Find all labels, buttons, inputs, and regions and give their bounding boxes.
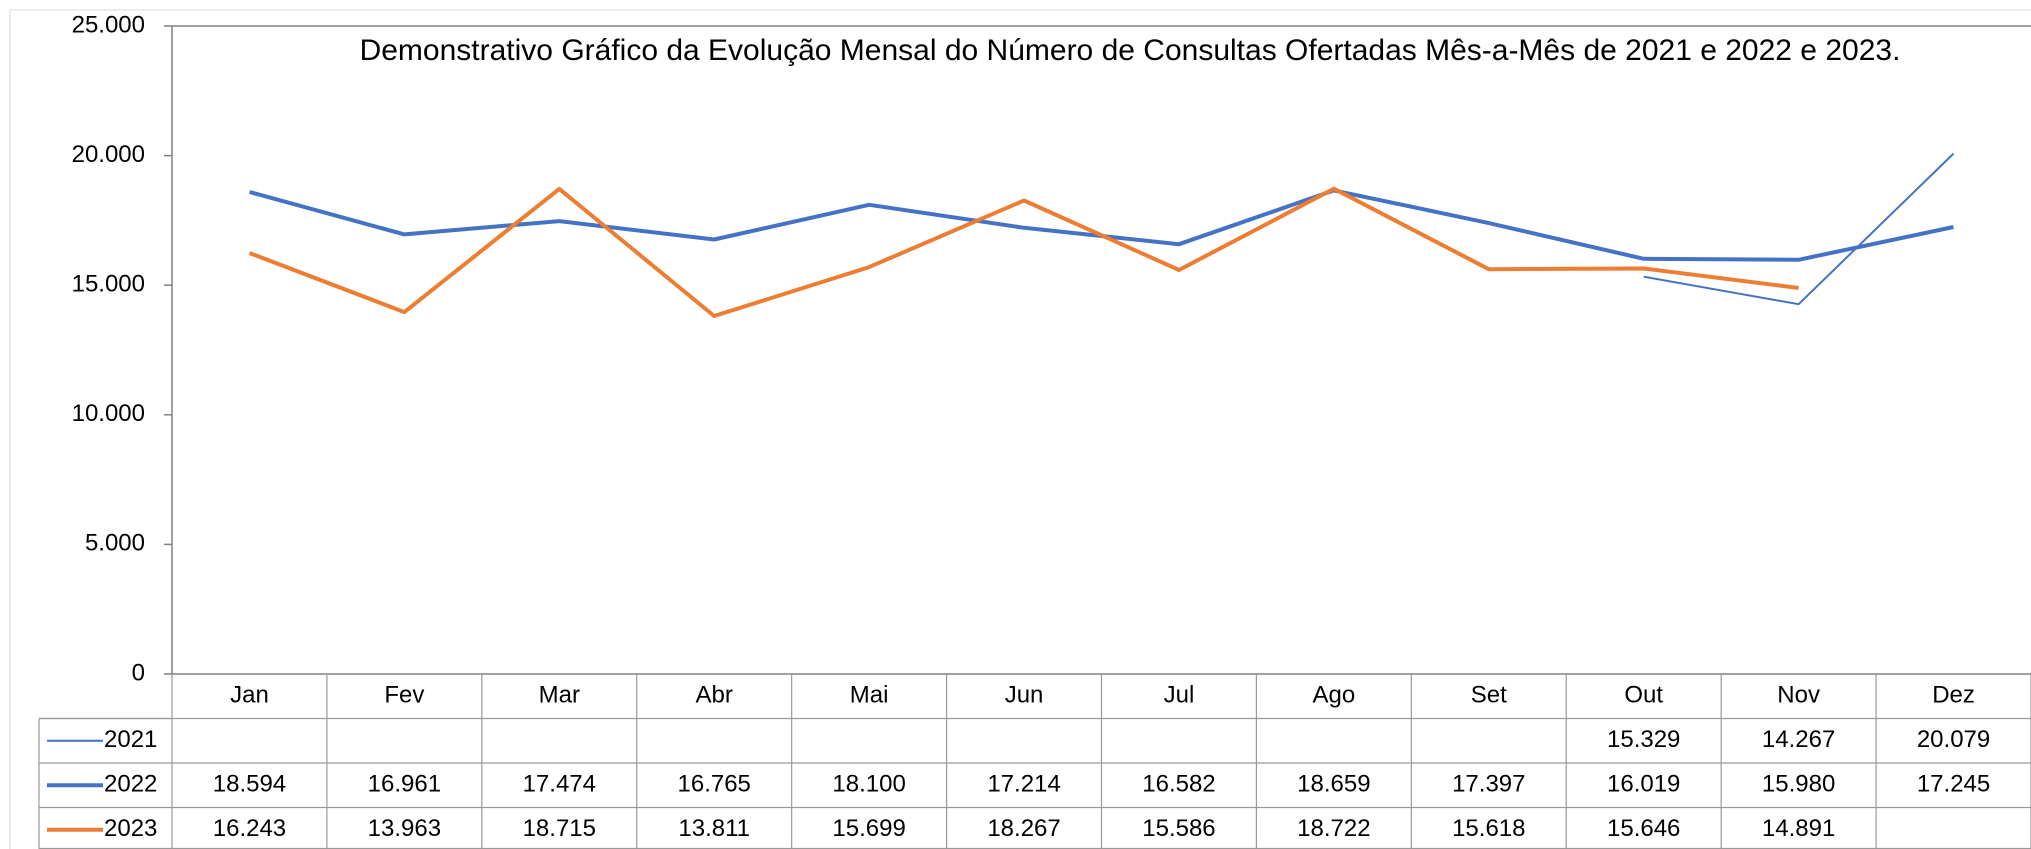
x-tick-label: Ago	[1313, 682, 1356, 709]
table-value: 17.474	[523, 771, 596, 798]
series-line	[248, 188, 1954, 262]
x-tick-label: Mar	[539, 682, 580, 709]
table-value: 18.100	[832, 771, 905, 798]
y-tick-label: 20.000	[72, 141, 145, 168]
table-value: 17.214	[987, 771, 1060, 798]
chart-frame	[9, 9, 2031, 849]
y-tick-label: 15.000	[72, 271, 145, 298]
table-value: 18.267	[987, 815, 1060, 842]
legend-label: 2022	[104, 771, 157, 798]
series-line	[248, 186, 1799, 318]
chart-title: Demonstrativo Gráfico da Evolução Mensal…	[359, 34, 1901, 67]
table-value: 17.245	[1917, 771, 1990, 798]
x-tick-label: Abr	[696, 682, 733, 709]
x-tick-label: Mai	[850, 682, 889, 709]
table-value: 15.329	[1607, 726, 1680, 753]
x-tick-label: Jul	[1164, 682, 1195, 709]
table-value: 13.963	[368, 815, 441, 842]
y-tick-label: 5.000	[85, 530, 145, 557]
table-value: 16.582	[1142, 771, 1215, 798]
table-value: 18.659	[1297, 771, 1370, 798]
y-tick-label: 0	[132, 659, 145, 686]
table-value: 15.646	[1607, 815, 1680, 842]
x-tick-label: Set	[1471, 682, 1507, 709]
table-value: 18.722	[1297, 815, 1370, 842]
table-value: 18.715	[523, 815, 596, 842]
x-tick-label: Out	[1624, 682, 1663, 709]
table-value: 15.980	[1762, 771, 1835, 798]
table-value: 15.618	[1452, 815, 1525, 842]
table-value: 17.397	[1452, 771, 1525, 798]
table-value: 16.765	[678, 771, 751, 798]
x-tick-label: Jan	[230, 682, 269, 709]
table-value: 16.019	[1607, 771, 1680, 798]
x-tick-label: Nov	[1777, 682, 1820, 709]
table-value: 13.811	[678, 815, 750, 842]
series-line	[1643, 152, 1955, 306]
table-value: 14.891	[1762, 815, 1835, 842]
x-tick-label: Fev	[384, 682, 424, 709]
legend-label: 2023	[104, 815, 157, 842]
table-value: 16.961	[368, 771, 441, 798]
table-value: 18.594	[213, 771, 286, 798]
legend-label: 2021	[104, 726, 157, 753]
table-value: 20.079	[1917, 726, 1990, 753]
y-tick-label: 25.000	[72, 11, 145, 38]
y-tick-label: 10.000	[72, 400, 145, 427]
table-value: 15.699	[832, 815, 905, 842]
table-value: 14.267	[1762, 726, 1835, 753]
x-tick-label: Jun	[1005, 682, 1044, 709]
table-value: 16.243	[213, 815, 286, 842]
table-value: 15.586	[1142, 815, 1215, 842]
x-tick-label: Dez	[1932, 682, 1975, 709]
